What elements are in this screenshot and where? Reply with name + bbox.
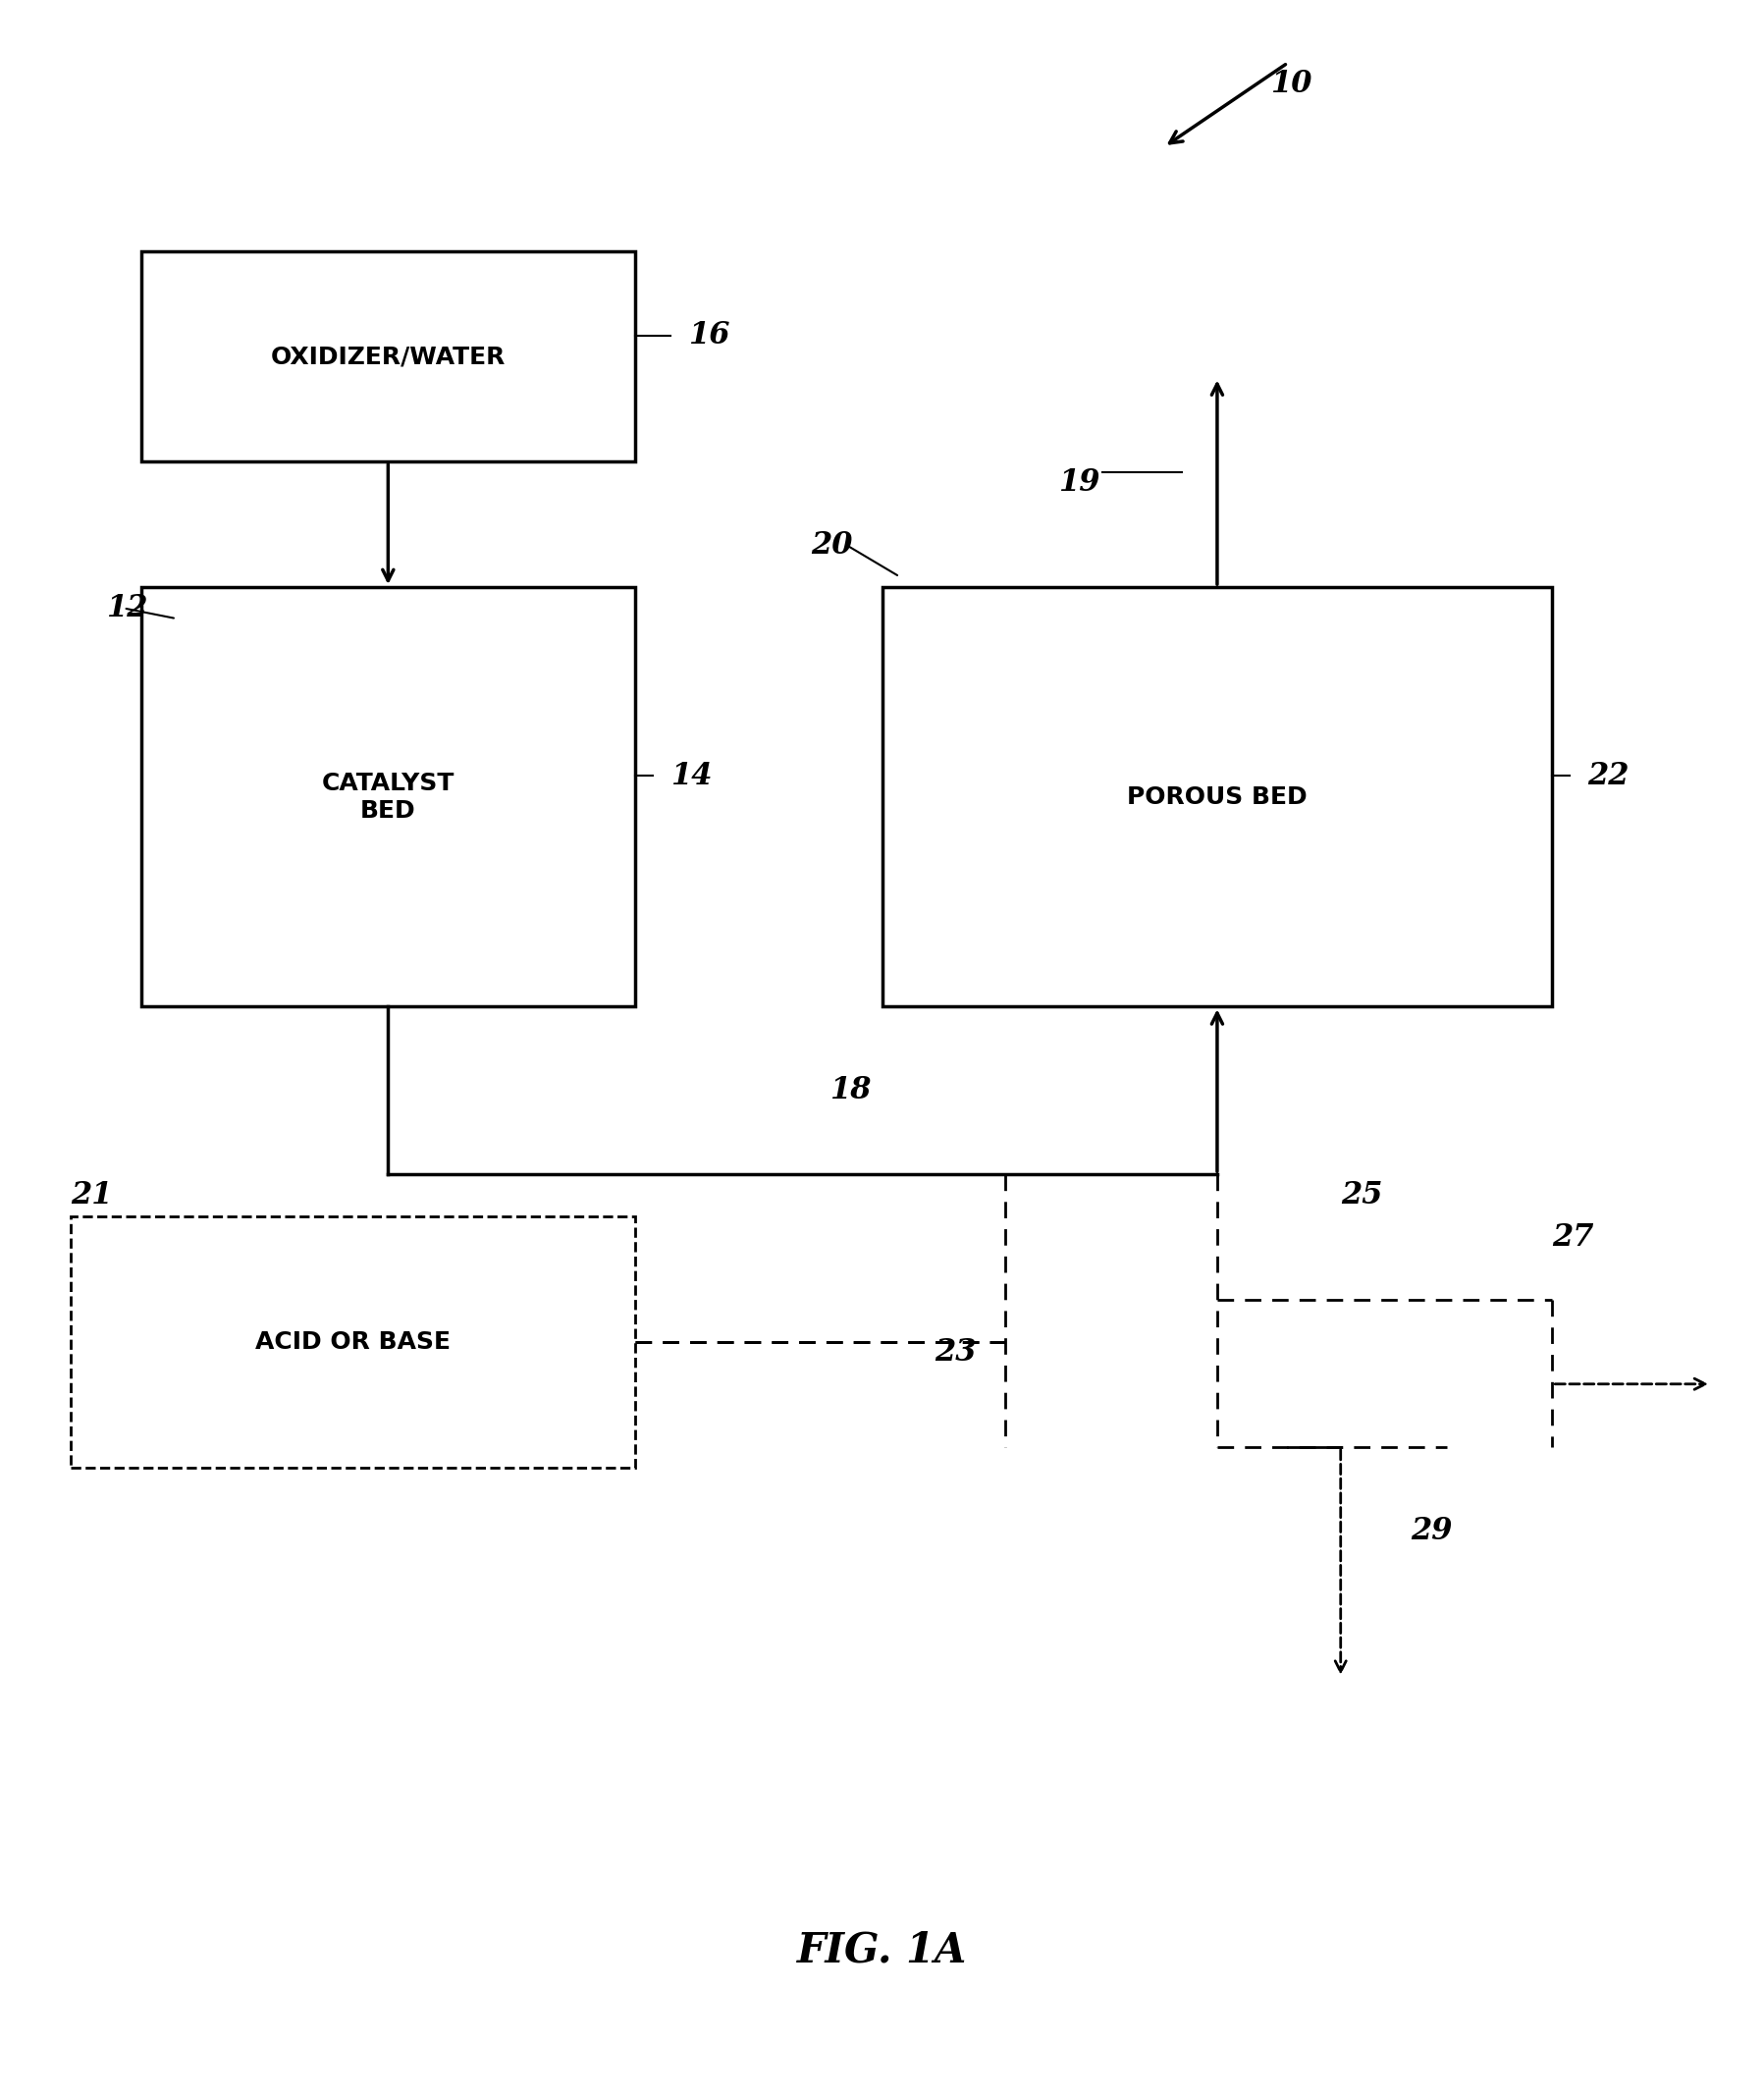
Text: 23: 23: [935, 1338, 977, 1367]
Text: ACID OR BASE: ACID OR BASE: [256, 1329, 450, 1355]
Text: 18: 18: [829, 1076, 871, 1105]
FancyBboxPatch shape: [882, 587, 1552, 1007]
Text: CATALYST
BED: CATALYST BED: [321, 772, 455, 822]
Text: 16: 16: [688, 321, 730, 350]
Text: FIG. 1A: FIG. 1A: [797, 1929, 967, 1971]
Text: 10: 10: [1270, 69, 1312, 99]
FancyBboxPatch shape: [71, 1216, 635, 1468]
Text: 29: 29: [1411, 1516, 1454, 1545]
Text: POROUS BED: POROUS BED: [1127, 784, 1307, 809]
Text: OXIDIZER/WATER: OXIDIZER/WATER: [270, 344, 506, 369]
Text: 27: 27: [1552, 1223, 1595, 1252]
Text: 25: 25: [1341, 1181, 1383, 1210]
Text: 22: 22: [1588, 761, 1630, 791]
FancyBboxPatch shape: [141, 587, 635, 1007]
Text: 20: 20: [811, 531, 854, 560]
FancyBboxPatch shape: [141, 252, 635, 461]
Text: 12: 12: [106, 593, 148, 623]
Text: 19: 19: [1058, 468, 1101, 497]
Text: 21: 21: [71, 1181, 113, 1210]
Text: 14: 14: [670, 761, 713, 791]
